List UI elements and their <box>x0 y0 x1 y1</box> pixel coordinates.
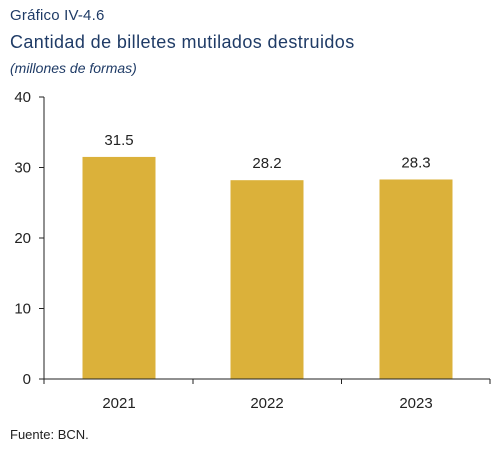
data-label-2023: 28.3 <box>401 154 430 171</box>
chart-subtitle: (millones de formas) <box>10 60 137 76</box>
y-tick-label-0: 0 <box>23 371 31 388</box>
source-note: Fuente: BCN. <box>10 427 89 442</box>
y-tick-label-10: 10 <box>14 301 31 318</box>
bar-2021 <box>82 156 156 379</box>
labels-layer: 31.5 28.2 28.3 0 10 20 30 40 2021 2022 2023 <box>14 89 432 412</box>
bar-chart: 31.5 28.2 28.3 0 10 20 30 40 2021 2022 2023 <box>14 89 491 412</box>
x-tick-label-2023: 2023 <box>399 395 432 412</box>
y-tick-label-30: 30 <box>14 160 31 177</box>
y-tick-label-20: 20 <box>14 230 31 247</box>
y-tick-label-40: 40 <box>14 89 31 106</box>
axes-layer <box>39 96 491 384</box>
x-tick-label-2021: 2021 <box>102 395 135 412</box>
bars-layer <box>82 156 453 379</box>
bar-2022 <box>230 180 304 379</box>
data-label-2021: 31.5 <box>104 132 133 149</box>
x-tick-label-2022: 2022 <box>250 395 283 412</box>
figure-label: Gráfico IV-4.6 <box>10 7 105 24</box>
data-label-2022: 28.2 <box>252 155 281 172</box>
bar-2023 <box>379 179 453 379</box>
chart-title: Cantidad de billetes mutilados destruido… <box>10 32 355 52</box>
